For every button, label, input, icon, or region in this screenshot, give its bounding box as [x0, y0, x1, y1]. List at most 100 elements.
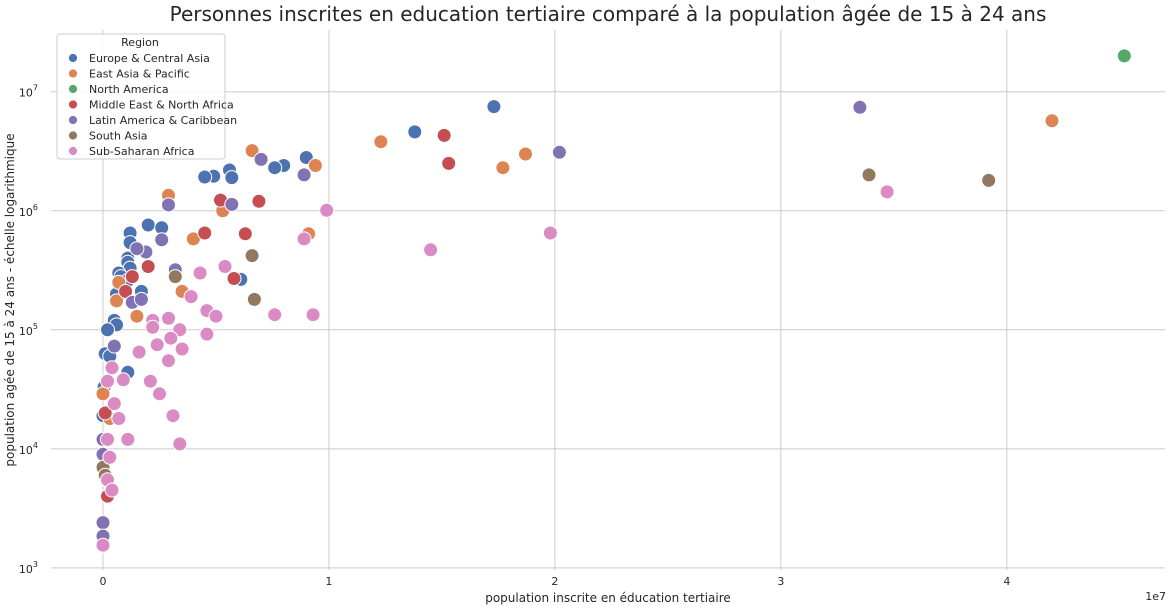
legend-title: Region: [121, 36, 159, 49]
y-tick-exponent: 5: [33, 322, 38, 331]
data-point: [124, 269, 140, 285]
legend-label: East Asia & Pacific: [89, 68, 190, 81]
data-point: [163, 330, 179, 346]
legend-label: Latin America & Caribbean: [89, 114, 237, 127]
grid-lines: [51, 30, 1165, 570]
data-point: [224, 170, 240, 186]
data-point: [296, 231, 312, 247]
data-point: [861, 167, 877, 183]
data-point: [145, 319, 161, 335]
data-point: [224, 196, 240, 212]
data-point: [251, 193, 267, 209]
legend-label: Sub-Saharan Africa: [89, 145, 194, 158]
data-point: [140, 259, 156, 274]
data-point: [140, 217, 156, 233]
data-point: [106, 338, 122, 354]
data-point: [486, 99, 502, 115]
data-point: [253, 151, 269, 167]
legend-box: [56, 33, 226, 160]
legend-label: Europe & Central Asia: [89, 52, 210, 65]
data-point: [267, 307, 283, 323]
legend-marker: [68, 146, 78, 156]
data-point: [152, 386, 167, 402]
data-point: [133, 291, 149, 307]
y-tick-label: 104: [19, 441, 38, 457]
x-tick-label: 3: [777, 575, 784, 588]
data-points: [95, 48, 1132, 553]
data-point: [167, 269, 183, 285]
data-point: [172, 436, 188, 452]
y-tick-exponent: 7: [33, 84, 38, 93]
legend-label: Middle East & North Africa: [89, 99, 234, 112]
legend-items: Europe & Central Asia East Asia & Pacific…: [68, 52, 237, 158]
data-point: [307, 158, 323, 173]
data-point: [118, 283, 134, 299]
y-tick-label: 107: [19, 84, 38, 100]
data-point: [407, 124, 423, 140]
y-tick-exponent: 4: [33, 441, 38, 450]
data-point: [142, 373, 158, 389]
data-point: [100, 322, 115, 338]
data-point: [109, 293, 124, 309]
x-axis-offset-label: 1e7: [1145, 590, 1166, 603]
data-point: [423, 242, 439, 258]
legend-marker: [68, 130, 78, 141]
data-point: [131, 344, 147, 360]
legend-label: South Asia: [89, 130, 148, 143]
data-point: [495, 160, 511, 176]
legend-marker: [68, 115, 78, 125]
data-point: [981, 172, 997, 188]
y-tick-exponent: 6: [33, 203, 38, 212]
data-point: [161, 353, 176, 369]
x-tick-label: 1: [325, 575, 332, 588]
data-point: [441, 155, 457, 171]
legend-marker: [68, 68, 78, 79]
data-point: [111, 411, 127, 426]
data-point: [95, 537, 111, 553]
data-point: [100, 373, 115, 389]
data-point: [174, 341, 190, 357]
data-point: [197, 169, 213, 185]
data-point: [319, 202, 335, 218]
data-point: [1116, 48, 1132, 64]
data-point: [197, 225, 213, 241]
data-point: [226, 271, 242, 286]
data-point: [551, 144, 567, 160]
data-point: [129, 308, 145, 324]
data-point: [305, 307, 321, 323]
data-point: [237, 226, 253, 242]
data-point: [879, 184, 895, 200]
data-point: [208, 308, 224, 324]
x-tick-label: 2: [551, 575, 558, 588]
y-tick-label: 105: [19, 322, 38, 338]
data-point: [95, 515, 111, 531]
plot-area: [51, 30, 1165, 570]
legend-marker: [68, 84, 78, 94]
y-tick-label: 103: [19, 560, 38, 576]
data-point: [244, 143, 260, 159]
data-point: [217, 259, 233, 274]
data-point: [161, 197, 176, 213]
data-point: [1044, 113, 1060, 129]
data-point: [199, 326, 215, 342]
y-tick-label: 106: [19, 203, 38, 219]
data-point: [149, 337, 165, 353]
data-point: [192, 265, 208, 281]
legend-label: North America: [89, 83, 169, 96]
data-point: [106, 396, 122, 412]
y-axis-label: population agée de 15 à 24 ans - échelle…: [3, 133, 17, 466]
data-point: [267, 160, 283, 176]
data-point: [373, 134, 389, 150]
data-point: [154, 232, 170, 248]
data-point: [104, 482, 120, 498]
data-point: [542, 225, 558, 241]
data-point: [161, 310, 176, 326]
data-point: [104, 360, 120, 376]
data-point: [436, 127, 452, 143]
data-point: [100, 431, 115, 447]
data-point: [97, 405, 113, 421]
x-axis-label: population inscrite en éducation tertiai…: [485, 591, 731, 605]
data-point: [102, 449, 118, 465]
data-point: [518, 146, 533, 162]
